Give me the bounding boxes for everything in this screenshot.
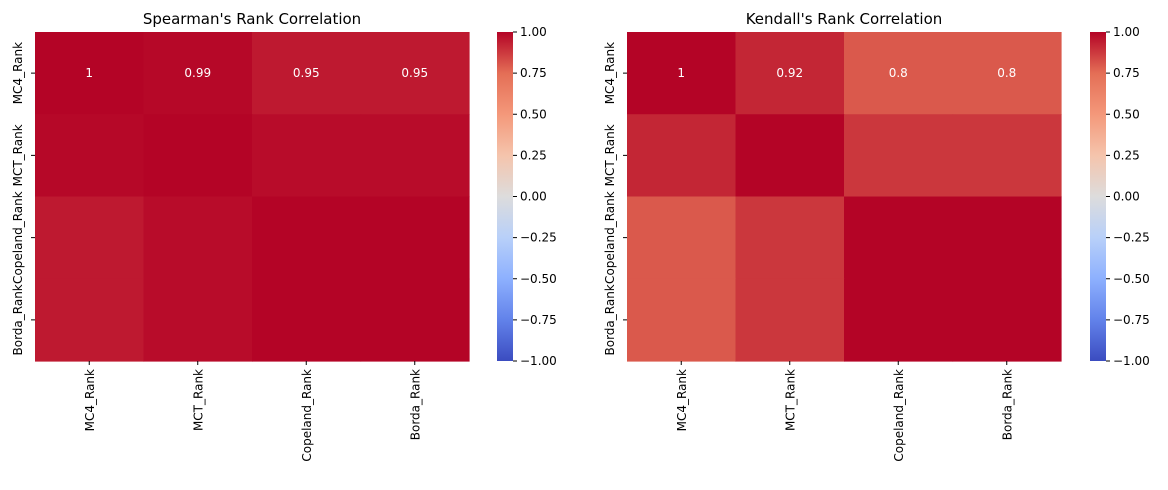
heatmap-cell <box>252 32 362 115</box>
colorbar-gradient <box>1090 32 1106 361</box>
heatmap-cells-kendall <box>627 32 1062 362</box>
cell-annotation: 1 <box>677 66 685 80</box>
cell-annotation: 1 <box>85 66 93 80</box>
x-tick-label: MCT_Rank <box>191 369 205 431</box>
heatmap-cell <box>952 278 1062 362</box>
heatmap-cell <box>844 278 954 362</box>
colorbar-tick-label: 0.25 <box>520 148 547 162</box>
heatmap-annotations-spearman: 1 0.99 0.95 0.95 <box>85 66 428 80</box>
x-tick-label: MC4_Rank <box>675 369 689 431</box>
heatmap-cell <box>360 32 470 115</box>
heatmap-cell <box>952 196 1062 280</box>
chart-title-kendall: Kendall's Rank Correlation <box>746 10 943 28</box>
colorbar-tick-label: −0.25 <box>520 231 557 245</box>
cell-annotation: 0.95 <box>293 66 320 80</box>
heatmap-cell <box>35 278 145 362</box>
y-tick-label: MC4_Rank <box>11 42 25 104</box>
cell-annotation: 0.8 <box>997 66 1016 80</box>
x-tick-label: MC4_Rank <box>83 369 97 431</box>
x-tick-label: MCT_Rank <box>783 369 797 431</box>
heatmap-cell <box>735 114 845 198</box>
y-tick-label: Borda_Rank <box>603 284 617 355</box>
colorbar-tick-label: 0.00 <box>520 190 547 204</box>
colorbar-tick-label: 0.00 <box>1113 190 1140 204</box>
colorbar-tick-label: −1.00 <box>1113 354 1150 368</box>
heatmap-cell <box>627 32 737 115</box>
y-tick-label: Copeland_Rank <box>603 191 617 284</box>
heatmap-cell <box>252 196 362 280</box>
colorbar-kendall: 1.00 0.75 0.50 0.25 0.00 −0.25 −0.50 −0.75 −1.00 <box>1090 25 1150 368</box>
cell-annotation: 0.95 <box>401 66 428 80</box>
heatmap-cell <box>35 196 145 280</box>
heatmap-cell <box>844 32 954 115</box>
x-tick-label: Copeland_Rank <box>300 369 314 462</box>
x-axis-ticks-spearman: MC4_Rank MCT_Rank Copeland_Rank Borda_Rank <box>83 361 422 462</box>
heatmap-annotations-kendall: 1 0.92 0.8 0.8 <box>677 66 1016 80</box>
heatmap-cell <box>952 32 1062 115</box>
heatmap-cell <box>35 114 145 198</box>
heatmap-cell <box>627 278 737 362</box>
y-tick-label: Borda_Rank <box>11 284 25 355</box>
heatmap-cell <box>143 114 253 198</box>
colorbar-tick-label: 1.00 <box>1113 25 1140 39</box>
heatmap-cell <box>627 114 737 198</box>
heatmap-cell <box>952 114 1062 198</box>
heatmap-cell <box>360 114 470 198</box>
heatmap-cell <box>844 196 954 280</box>
heatmap-cell <box>35 32 145 115</box>
colorbar-tick-label: −0.25 <box>1113 231 1150 245</box>
heatmap-cell <box>627 196 737 280</box>
colorbar-tick-label: −1.00 <box>520 354 557 368</box>
y-tick-label: MCT_Rank <box>603 124 617 186</box>
colorbar-tick-label: 0.25 <box>1113 148 1140 162</box>
heatmap-cell <box>735 32 845 115</box>
cell-annotation: 0.92 <box>776 66 803 80</box>
colorbar-tick-label: 1.00 <box>520 25 547 39</box>
y-tick-label: MCT_Rank <box>11 124 25 186</box>
heatmap-cell <box>735 196 845 280</box>
colorbar-tick-label: 0.50 <box>520 107 547 121</box>
heatmap-cells-spearman <box>35 32 470 362</box>
y-tick-label: Copeland_Rank <box>11 191 25 284</box>
heatmap-cell <box>143 32 253 115</box>
heatmap-cell <box>143 196 253 280</box>
cell-annotation: 0.8 <box>889 66 908 80</box>
heatmap-panel-spearman: Spearman's Rank Correlation 1 0.99 0.95 0.9… <box>11 10 557 462</box>
heatmap-cell <box>360 278 470 362</box>
colorbar-tick-label: −0.75 <box>1113 313 1150 327</box>
heatmap-cell <box>252 278 362 362</box>
colorbar-tick-label: 0.75 <box>1113 66 1140 80</box>
colorbar-tick-label: −0.50 <box>1113 272 1150 286</box>
x-tick-label: Copeland_Rank <box>892 369 906 462</box>
x-tick-label: Borda_Rank <box>1000 369 1014 440</box>
chart-title-spearman: Spearman's Rank Correlation <box>143 10 361 28</box>
heatmap-cell <box>143 278 253 362</box>
x-tick-label: Borda_Rank <box>408 369 422 440</box>
heatmap-cell <box>844 114 954 198</box>
colorbar-tick-label: 0.50 <box>1113 107 1140 121</box>
heatmap-panel-kendall: Kendall's Rank Correlation 1 0.92 0.8 0.8 M… <box>603 10 1150 462</box>
colorbar-spearman: 1.00 0.75 0.50 0.25 0.00 −0.25 −0.50 −0.75 −1.00 <box>497 25 557 368</box>
heatmap-cell <box>360 196 470 280</box>
colorbar-gradient <box>497 32 513 361</box>
colorbar-tick-label: −0.75 <box>520 313 557 327</box>
colorbar-tick-label: −0.50 <box>520 272 557 286</box>
heatmap-cell <box>735 278 845 362</box>
colorbar-tick-label: 0.75 <box>520 66 547 80</box>
y-tick-label: MC4_Rank <box>603 42 617 104</box>
heatmap-cell <box>252 114 362 198</box>
x-axis-ticks-kendall: MC4_Rank MCT_Rank Copeland_Rank Borda_Rank <box>675 361 1014 462</box>
cell-annotation: 0.99 <box>184 66 211 80</box>
